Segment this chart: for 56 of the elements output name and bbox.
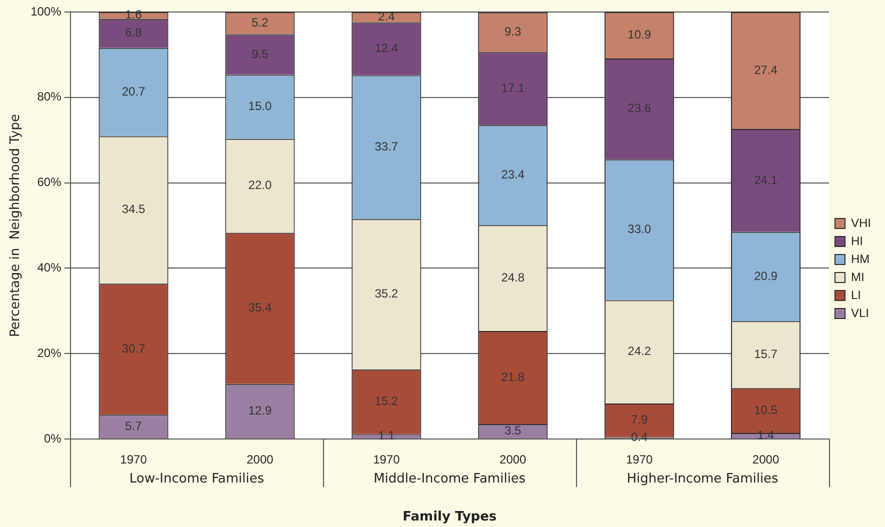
legend-label: MI — [850, 270, 864, 284]
data-label: 10.9 — [628, 28, 652, 42]
data-label: 9.3 — [504, 24, 522, 39]
legend-label: HI — [850, 234, 863, 248]
data-label: 5.7 — [125, 418, 142, 433]
data-label: 6.8 — [125, 26, 142, 40]
data-label: 9.5 — [252, 46, 269, 61]
data-label: 34.5 — [122, 202, 146, 216]
data-label: 30.7 — [122, 341, 146, 356]
text: Low-Income Families — [129, 471, 264, 486]
x-tick-label: 2000 — [500, 452, 527, 467]
legend-label: VHI — [850, 216, 872, 230]
data-label: 21.8 — [501, 370, 525, 384]
data-label: 33.7 — [374, 139, 398, 154]
data-label: 5.2 — [252, 15, 269, 30]
x-axis-title: Family Types — [402, 510, 497, 525]
data-label: 12.4 — [374, 41, 398, 56]
data-label: 17.1 — [501, 80, 525, 95]
data-label: 23.4 — [501, 167, 525, 182]
data-label: 35.2 — [374, 286, 398, 301]
data-label: 33.0 — [628, 222, 652, 236]
x-tick-label: 1970 — [373, 452, 400, 467]
data-label: 20.7 — [122, 84, 146, 98]
data-label: 24.1 — [754, 172, 778, 187]
data-label: 22.0 — [248, 178, 272, 192]
legend-label: VLI — [850, 306, 870, 320]
legend-label: LI — [850, 288, 862, 302]
text: Higher-Income Families — [626, 471, 779, 486]
data-label: 2.4 — [378, 9, 396, 24]
y-tick-label: 20% — [37, 346, 62, 360]
data-label: 3.5 — [504, 424, 522, 438]
data-label: 0.4 — [630, 430, 648, 444]
y-tick-label: 40% — [37, 260, 62, 275]
data-label: 10.5 — [754, 402, 778, 417]
x-tick-label: 2000 — [246, 452, 274, 467]
legend-label: HM — [850, 252, 870, 266]
y-tick-label: 60% — [37, 175, 62, 190]
y-axis-title: Percentage in Neighborhood Type — [8, 114, 24, 337]
y-tick-label: 100% — [30, 4, 62, 18]
data-label: 7.9 — [630, 412, 648, 427]
x-tick-label: 1970 — [626, 452, 653, 467]
data-label: 15.7 — [754, 346, 778, 361]
data-label: 23.6 — [628, 101, 652, 116]
x-tick-label: 1970 — [120, 452, 148, 467]
y-tick-label: 80% — [37, 90, 62, 104]
text: Middle-Income Families — [374, 471, 526, 486]
data-label: 35.4 — [248, 300, 272, 315]
data-label: 15.0 — [248, 99, 272, 114]
data-label: 24.8 — [501, 270, 525, 284]
y-tick-label: 0% — [44, 431, 62, 446]
x-tick-label: 2000 — [752, 452, 780, 467]
data-label: 27.4 — [754, 62, 778, 77]
data-label: 24.2 — [628, 344, 652, 358]
data-label: 20.9 — [754, 268, 778, 283]
data-label: 15.2 — [374, 394, 398, 408]
data-label: 12.9 — [248, 404, 272, 418]
